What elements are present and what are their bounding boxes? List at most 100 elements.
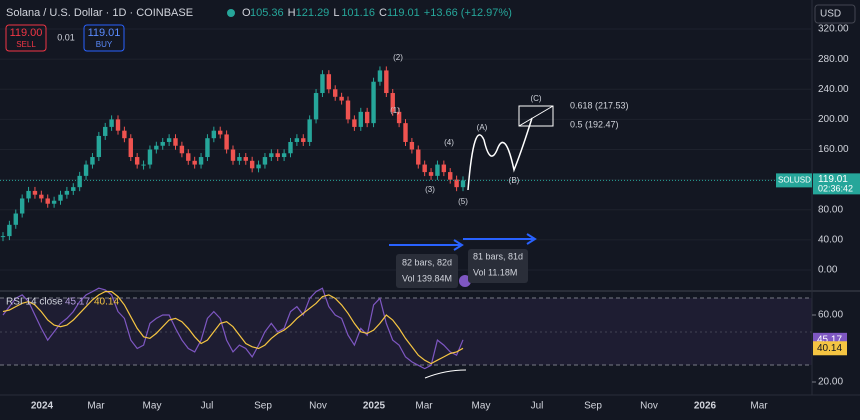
sell-label: SELL xyxy=(16,40,36,49)
projection-path xyxy=(467,117,533,191)
price-change: +13.66 (+12.97%) xyxy=(424,7,512,19)
candle xyxy=(320,74,325,94)
candle xyxy=(307,119,312,142)
candle xyxy=(160,141,165,146)
candle xyxy=(83,164,89,176)
rsi-ma-line xyxy=(2,291,464,365)
price-tag xyxy=(813,173,860,195)
rsi-ma-tag xyxy=(813,341,847,356)
candle xyxy=(147,149,153,165)
rsi-tick-label: 20.00 xyxy=(818,377,843,388)
candle xyxy=(192,160,197,165)
ohlc-value: 101.16 xyxy=(341,7,375,19)
wave-label: (1) xyxy=(390,106,400,115)
wave-label: (B) xyxy=(509,176,520,185)
rsi-tick-label: 60.00 xyxy=(818,310,843,321)
fib-label: 0.618 (217.53) xyxy=(570,100,629,110)
candle xyxy=(58,194,63,201)
candle xyxy=(32,190,38,195)
candle xyxy=(288,141,293,154)
candle xyxy=(179,145,185,154)
candle xyxy=(39,194,44,199)
x-tick-label: Jul xyxy=(531,401,544,412)
measure-bars: 82 bars, 82d xyxy=(402,257,452,267)
candle xyxy=(211,130,217,139)
candle xyxy=(262,157,268,165)
rsi-ma-value: 40.14 xyxy=(94,297,119,308)
buy-button[interactable] xyxy=(83,24,125,52)
candle xyxy=(186,153,191,161)
candle xyxy=(352,119,357,127)
candle xyxy=(364,111,370,124)
candle xyxy=(205,138,210,158)
candle xyxy=(230,149,236,161)
wave-label: (3) xyxy=(425,185,435,194)
candle xyxy=(64,190,70,195)
measure-vol: Vol 11.18M xyxy=(473,267,517,277)
candle xyxy=(301,138,306,142)
arrow-head xyxy=(453,239,464,251)
wave-label: (2) xyxy=(393,53,403,62)
price-tag-value: 119.01 xyxy=(818,174,848,185)
candle xyxy=(358,111,363,127)
y-tick-label: 0.00 xyxy=(818,265,838,276)
y-tick-label: 40.00 xyxy=(818,235,843,246)
candle xyxy=(0,236,6,238)
candle xyxy=(96,135,102,158)
x-tick-label: Nov xyxy=(309,401,327,412)
candle xyxy=(71,187,76,191)
candle xyxy=(313,93,319,120)
rsi-band xyxy=(0,298,812,365)
candle xyxy=(441,164,447,173)
candle xyxy=(333,89,338,97)
y-tick-label: 160.00 xyxy=(818,144,849,155)
candle xyxy=(256,164,261,169)
candle xyxy=(422,164,427,173)
wave-label: (C) xyxy=(530,94,541,103)
buy-label: BUY xyxy=(96,40,113,49)
ohlc-key: O xyxy=(242,7,251,19)
candle xyxy=(269,153,274,158)
ohlc-value: 105.36 xyxy=(250,7,284,19)
candle xyxy=(454,179,459,188)
sell-button[interactable] xyxy=(5,24,47,52)
wave-label: (4) xyxy=(444,138,454,147)
candle xyxy=(103,126,108,136)
candle xyxy=(396,111,402,124)
candle xyxy=(339,96,344,101)
candle xyxy=(294,138,300,142)
candle xyxy=(249,160,255,169)
candle xyxy=(345,100,351,120)
wave-label: (5) xyxy=(458,197,468,206)
candle xyxy=(448,172,453,180)
x-tick-label: Jul xyxy=(201,401,214,412)
price-tag-countdown: 02:36:42 xyxy=(818,184,853,194)
candle xyxy=(384,70,389,94)
y-tick-label: 320.00 xyxy=(818,24,849,35)
rsi-ma-tag-label: 40.14 xyxy=(817,343,842,354)
candle xyxy=(13,213,18,225)
ohlc-value: 121.29 xyxy=(296,7,330,19)
candle xyxy=(77,175,82,188)
candle xyxy=(198,157,204,165)
candle xyxy=(281,153,287,158)
x-tick-label: Sep xyxy=(254,401,272,412)
measure-box xyxy=(396,254,458,288)
x-tick-label: Sep xyxy=(584,401,602,412)
ohlc-key: H xyxy=(288,7,296,19)
candle xyxy=(7,224,12,237)
target-line xyxy=(518,105,554,127)
ohlc-key: C xyxy=(379,7,387,19)
fib-label: 0.5 (192.47) xyxy=(570,119,619,129)
candle xyxy=(218,130,223,135)
candle xyxy=(243,157,248,161)
candle xyxy=(428,172,434,176)
ohlc-key: L xyxy=(333,7,339,19)
x-tick-label: May xyxy=(472,401,491,412)
candle xyxy=(371,81,376,124)
candle xyxy=(19,198,25,214)
symbol-tag xyxy=(776,173,812,188)
currency-select[interactable] xyxy=(814,4,856,24)
candle xyxy=(45,198,50,204)
